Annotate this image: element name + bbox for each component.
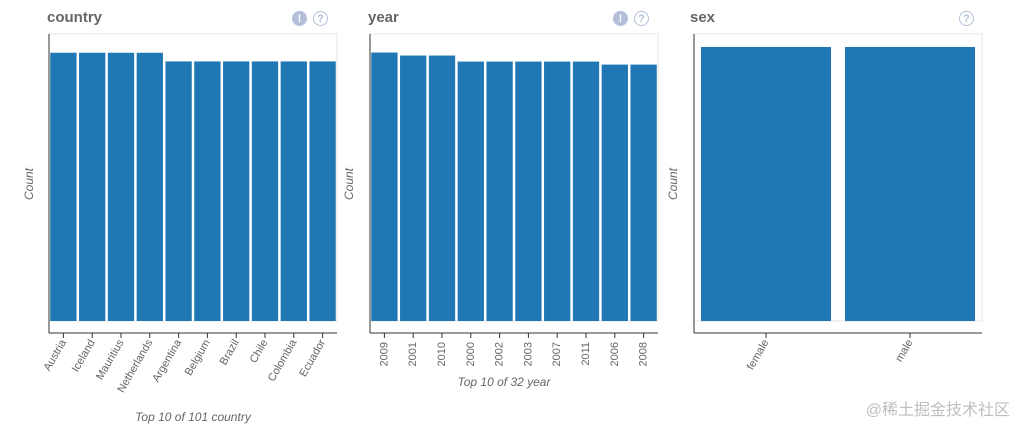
x-tick-label: 2000	[465, 342, 477, 366]
year-panel: year ! ? 2009 2001 2010 2000 2002 2003 2007 201…	[320, 0, 665, 432]
x-tick-label: Chile	[248, 338, 271, 366]
help-icon[interactable]: ?	[959, 11, 974, 26]
x-tick-label: Austria	[41, 337, 69, 373]
panel-title: sex	[690, 9, 716, 26]
bar-mauritius[interactable]	[107, 52, 135, 321]
x-tick-label: 2002	[494, 342, 506, 366]
x-tick-label: female	[745, 338, 772, 373]
panel-icons: ! ?	[292, 11, 328, 26]
x-tick-label: Argentina	[150, 337, 184, 385]
bar-brazil[interactable]	[223, 61, 250, 321]
help-icon[interactable]: ?	[634, 11, 649, 26]
bar-belgium[interactable]	[194, 61, 221, 321]
panel-title: year	[368, 9, 399, 26]
bar-colombia[interactable]	[280, 61, 307, 321]
country-panel: country ! ? Austria Iceland Mauritius Nethe…	[0, 0, 345, 432]
bar-2006[interactable]	[601, 64, 628, 322]
x-tick-label: 2010	[436, 342, 448, 366]
x-tick-label: Colombia	[266, 337, 300, 384]
x-tick-label: Brazil	[218, 338, 242, 368]
bar-2001[interactable]	[400, 55, 427, 322]
bar-2002[interactable]	[486, 61, 513, 322]
x-tick-label: 2008	[638, 342, 650, 366]
bar-netherlands[interactable]	[136, 52, 163, 321]
sex-chart: female male Count	[666, 33, 983, 373]
x-tick-label: Mauritius	[94, 337, 127, 382]
bar-2000[interactable]	[457, 61, 484, 322]
bar-austria[interactable]	[50, 52, 77, 321]
x-tick-label: 2011	[580, 342, 592, 366]
panel-title: country	[47, 9, 103, 26]
x-tick-label: 2007	[551, 342, 563, 366]
panel-icons: ?	[959, 11, 974, 26]
y-axis-label: Count	[666, 167, 680, 200]
x-axis-label: Top 10 of 32 year	[458, 375, 552, 389]
x-tick-label: 2001	[407, 342, 419, 366]
bar-2010[interactable]	[428, 55, 456, 322]
country-chart: Austria IcelandMauritiusNetherlandsArgent…	[22, 33, 338, 424]
bar-2009[interactable]	[371, 52, 398, 321]
x-tick-label: 2006	[609, 342, 621, 366]
x-tick-label: Belgium	[183, 338, 213, 378]
bar-2011[interactable]	[572, 61, 600, 322]
x-tick-label: 2009	[378, 342, 390, 366]
x-tick-label: Iceland	[70, 338, 98, 375]
bar-female[interactable]	[701, 47, 831, 321]
warning-icon[interactable]: !	[613, 11, 628, 26]
bar-iceland[interactable]	[79, 52, 106, 321]
sex-panel: sex ? female male Count	[644, 0, 989, 432]
y-axis-label: Count	[342, 167, 356, 200]
help-icon[interactable]: ?	[313, 11, 328, 26]
bar-2008[interactable]	[630, 64, 657, 322]
x-tick-label: 2003	[522, 342, 534, 366]
y-axis-label: Count	[22, 167, 36, 200]
bar-argentina[interactable]	[165, 61, 192, 321]
bar-ecuador[interactable]	[309, 61, 336, 321]
bar-male[interactable]	[845, 47, 975, 321]
x-tick-label: male	[893, 338, 915, 365]
year-chart: 2009 2001 2010 2000 2002 2003 2007 2011 2006 2008…	[342, 33, 659, 389]
panel-icons: ! ?	[613, 11, 649, 26]
bar-chile[interactable]	[251, 61, 279, 321]
bar-2003[interactable]	[515, 61, 542, 322]
watermark: @稀土掘金技术社区	[865, 402, 1010, 419]
warning-icon[interactable]: !	[292, 11, 307, 26]
bar-2007[interactable]	[544, 61, 571, 322]
x-axis-label: Top 10 of 101 country	[135, 410, 252, 424]
